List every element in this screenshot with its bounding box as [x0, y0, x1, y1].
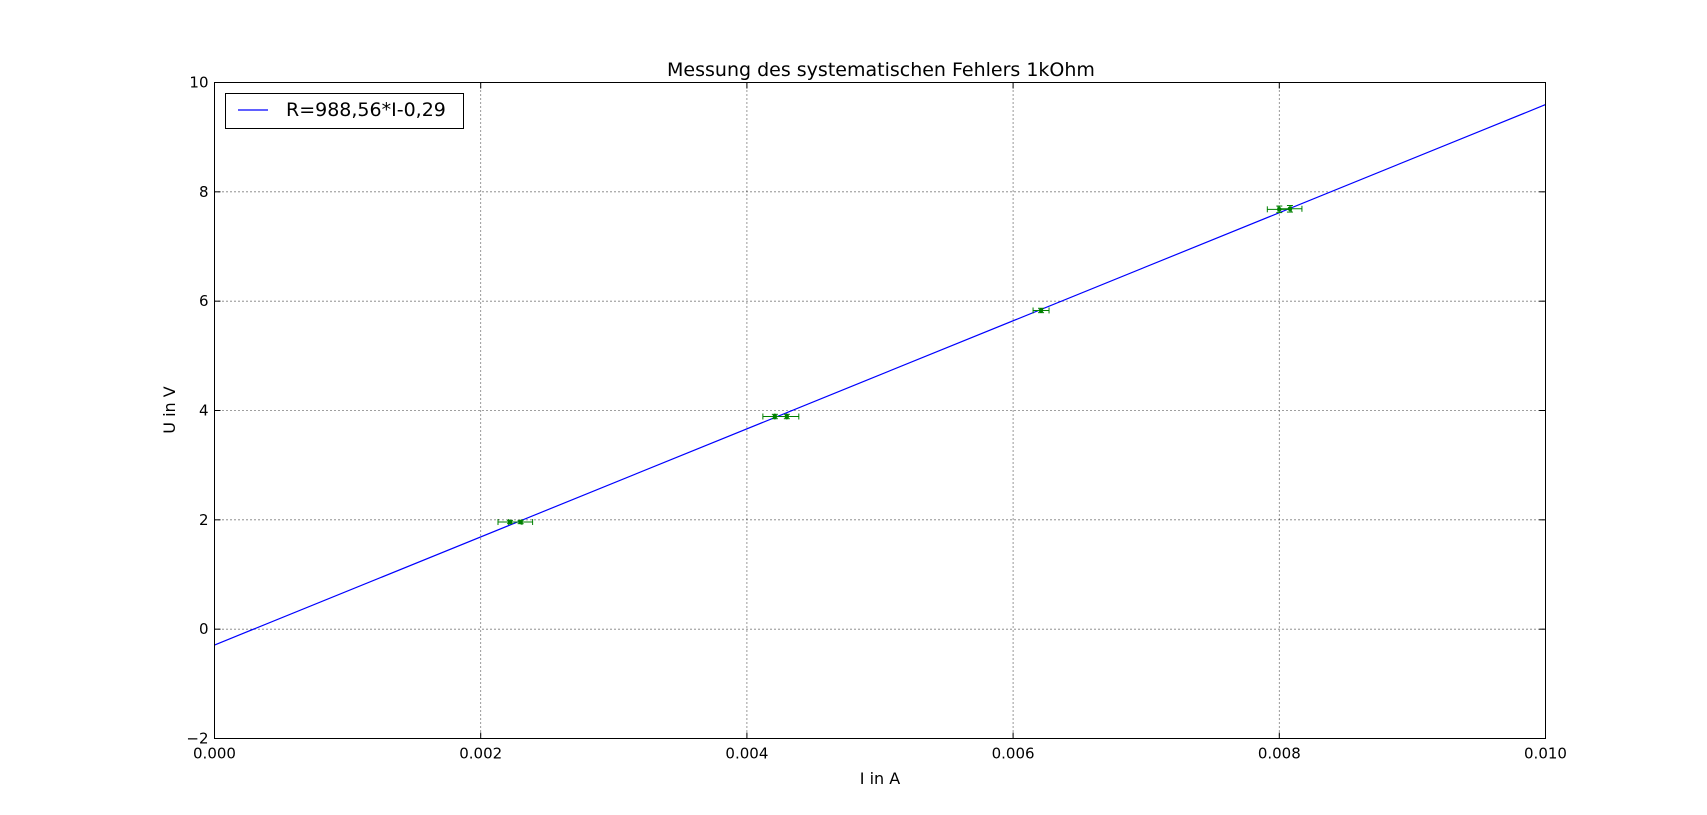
x-tick-label: 0.002: [459, 745, 502, 763]
x-tick-label: 0.000: [193, 745, 236, 763]
legend-box: [225, 93, 464, 129]
x-tick-label: 0.008: [1258, 745, 1301, 763]
plot-marks: [214, 104, 1546, 646]
data-point: [518, 519, 523, 525]
x-tick-label: 0.004: [725, 745, 768, 763]
x-tick-label: 0.010: [1524, 745, 1567, 763]
chart-title: Messung des systematischen Fehlers 1kOhm: [667, 59, 1095, 81]
y-axis-label: U in V: [160, 386, 179, 433]
legend-label: R=988,56*I-0,29: [286, 99, 446, 121]
y-tick-label: 6: [199, 292, 209, 310]
data-point: [784, 414, 790, 419]
y-tick-label: 2: [199, 511, 209, 529]
y-tick-label: 4: [199, 402, 209, 420]
y-tick-label: 8: [199, 183, 209, 201]
y-tick-label: 0: [199, 620, 209, 638]
y-axis-ticks: −2 0 2 4 6 8 10: [186, 74, 1546, 748]
legend: R=988,56*I-0,29: [225, 93, 464, 129]
gridlines: [214, 82, 1546, 739]
x-axis-ticks: 0.000 0.002 0.004 0.006 0.008 0.010: [193, 82, 1567, 763]
plot-frame: [214, 82, 1546, 739]
data-point: [1038, 308, 1044, 313]
y-tick-label: 10: [189, 74, 208, 92]
x-tick-label: 0.006: [992, 745, 1035, 763]
x-axis-label: I in A: [860, 769, 900, 788]
fit-line: [214, 104, 1546, 646]
data-point: [1287, 206, 1293, 212]
y-tick-label: −2: [186, 730, 208, 748]
